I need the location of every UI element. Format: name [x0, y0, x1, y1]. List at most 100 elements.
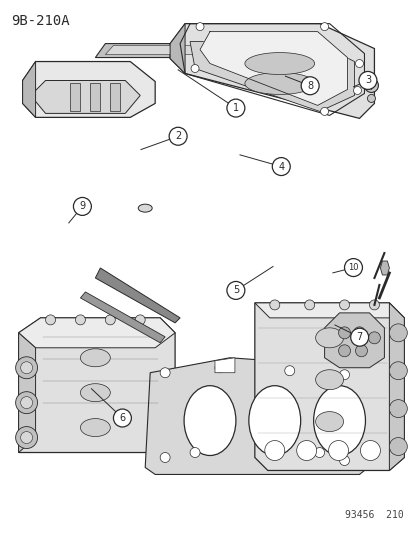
Circle shape	[320, 22, 328, 30]
Circle shape	[350, 328, 368, 346]
Circle shape	[16, 426, 38, 449]
Text: 2: 2	[175, 131, 181, 141]
Circle shape	[160, 453, 170, 463]
Circle shape	[75, 315, 85, 325]
Polygon shape	[380, 261, 389, 275]
Ellipse shape	[184, 386, 235, 456]
Circle shape	[190, 448, 199, 457]
Circle shape	[45, 315, 55, 325]
Text: 6: 6	[119, 413, 125, 423]
Polygon shape	[170, 23, 373, 118]
Ellipse shape	[315, 328, 343, 348]
Circle shape	[355, 345, 367, 357]
Circle shape	[363, 78, 377, 92]
Ellipse shape	[313, 386, 365, 456]
Polygon shape	[214, 358, 234, 373]
Polygon shape	[110, 84, 120, 111]
Polygon shape	[254, 303, 404, 471]
Polygon shape	[190, 42, 354, 111]
Circle shape	[328, 441, 348, 461]
Circle shape	[272, 158, 290, 175]
Circle shape	[21, 432, 33, 443]
Polygon shape	[23, 61, 36, 117]
Polygon shape	[90, 84, 100, 111]
Circle shape	[355, 60, 363, 68]
Circle shape	[113, 409, 131, 427]
Circle shape	[338, 345, 350, 357]
Circle shape	[358, 71, 376, 90]
Circle shape	[353, 86, 361, 94]
Circle shape	[169, 127, 187, 145]
Circle shape	[320, 108, 328, 116]
Circle shape	[73, 197, 91, 215]
Circle shape	[190, 64, 199, 72]
Ellipse shape	[80, 384, 110, 402]
Circle shape	[339, 300, 349, 310]
Circle shape	[304, 300, 314, 310]
Circle shape	[389, 400, 406, 417]
Circle shape	[389, 438, 406, 456]
Circle shape	[226, 99, 244, 117]
Circle shape	[300, 77, 318, 95]
Circle shape	[214, 363, 224, 373]
Circle shape	[16, 357, 38, 379]
Circle shape	[368, 332, 380, 344]
Circle shape	[389, 362, 406, 379]
Text: 7: 7	[356, 332, 362, 342]
Circle shape	[264, 441, 284, 461]
Ellipse shape	[80, 349, 110, 367]
Text: 9: 9	[79, 201, 85, 212]
Circle shape	[344, 259, 361, 277]
Text: 4: 4	[278, 161, 284, 172]
Polygon shape	[19, 318, 175, 348]
Circle shape	[269, 300, 279, 310]
Polygon shape	[105, 46, 249, 54]
Circle shape	[338, 327, 350, 339]
Text: 9B-210A: 9B-210A	[11, 14, 69, 28]
Circle shape	[135, 315, 145, 325]
Circle shape	[360, 441, 380, 461]
Polygon shape	[80, 292, 165, 343]
Ellipse shape	[138, 204, 152, 212]
Circle shape	[389, 324, 406, 342]
Circle shape	[196, 22, 204, 30]
Polygon shape	[199, 31, 347, 106]
Polygon shape	[95, 268, 180, 323]
Circle shape	[16, 392, 38, 414]
Circle shape	[105, 315, 115, 325]
Ellipse shape	[244, 53, 314, 75]
Circle shape	[21, 397, 33, 409]
Polygon shape	[19, 318, 175, 453]
Circle shape	[339, 370, 349, 379]
Polygon shape	[95, 44, 254, 58]
Text: 8: 8	[306, 81, 313, 91]
Polygon shape	[23, 61, 155, 117]
Circle shape	[368, 300, 378, 310]
Text: 3: 3	[364, 76, 370, 85]
Circle shape	[160, 368, 170, 378]
Polygon shape	[145, 358, 373, 474]
Ellipse shape	[248, 386, 300, 456]
Text: 93456  210: 93456 210	[344, 510, 402, 520]
Ellipse shape	[315, 370, 343, 390]
Circle shape	[296, 441, 316, 461]
Polygon shape	[19, 333, 36, 453]
Text: 10: 10	[347, 263, 358, 272]
Text: 5: 5	[232, 286, 238, 295]
Ellipse shape	[315, 411, 343, 432]
Circle shape	[339, 456, 349, 465]
Circle shape	[314, 448, 324, 457]
Circle shape	[226, 281, 244, 300]
Circle shape	[353, 327, 365, 339]
Ellipse shape	[80, 418, 110, 437]
Polygon shape	[31, 80, 140, 114]
Polygon shape	[324, 313, 384, 368]
Ellipse shape	[244, 72, 314, 94]
Polygon shape	[170, 23, 185, 74]
Circle shape	[367, 94, 375, 102]
Text: 1: 1	[232, 103, 238, 113]
Polygon shape	[389, 303, 404, 471]
Polygon shape	[254, 303, 404, 318]
Circle shape	[284, 366, 294, 376]
Polygon shape	[70, 84, 80, 111]
